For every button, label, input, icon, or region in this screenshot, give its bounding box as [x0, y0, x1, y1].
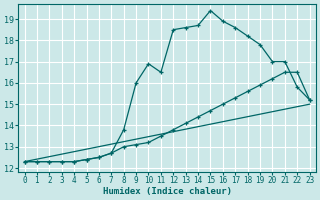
X-axis label: Humidex (Indice chaleur): Humidex (Indice chaleur) [103, 187, 232, 196]
